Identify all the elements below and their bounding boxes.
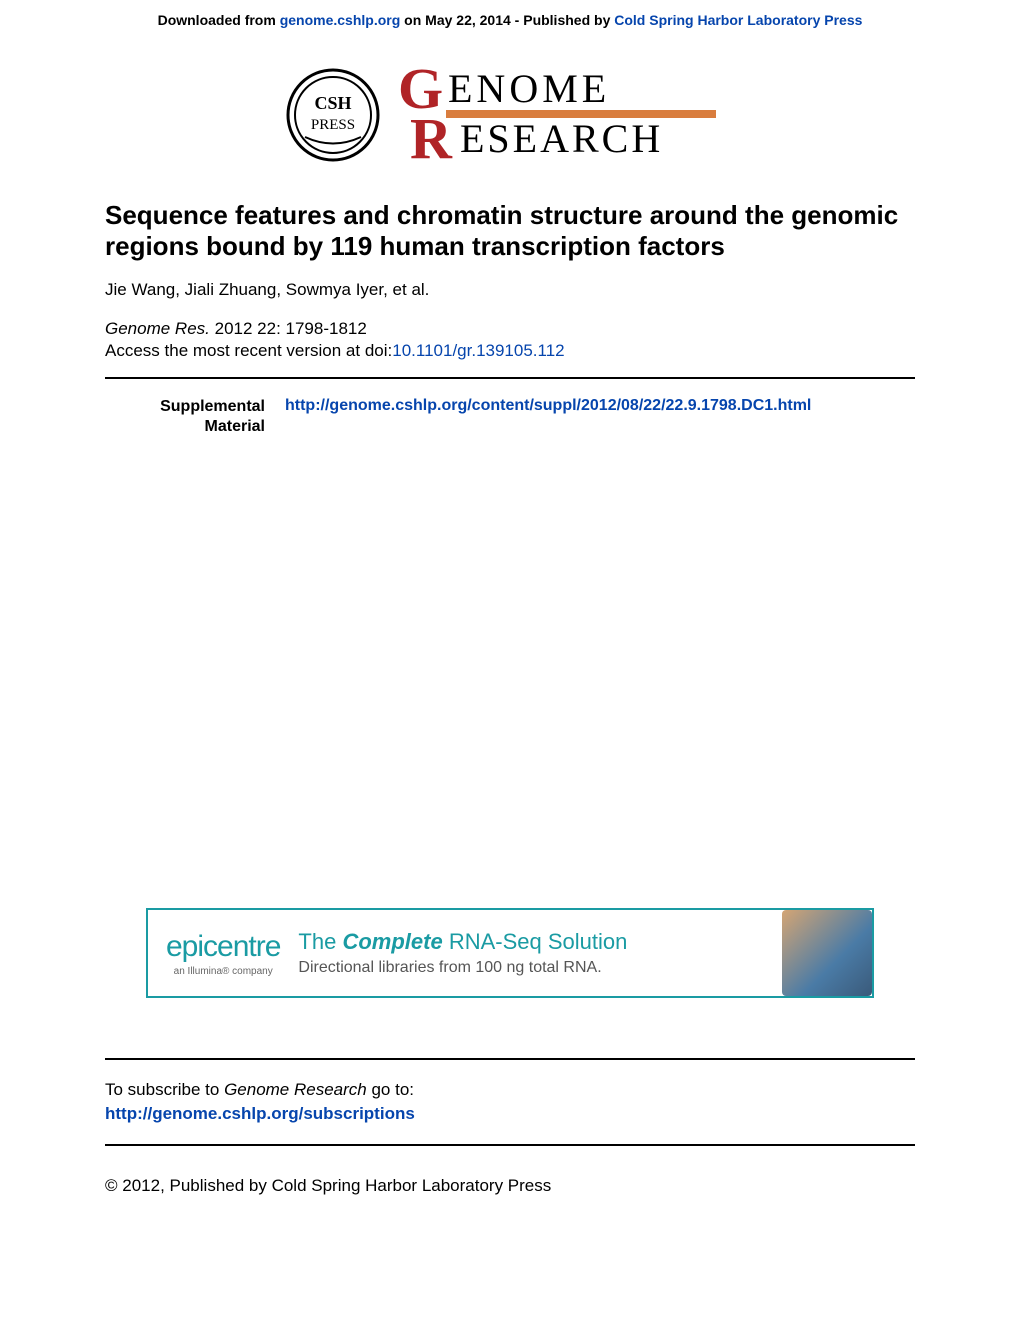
ad-subheadline: Directional libraries from 100 ng total … bbox=[298, 959, 782, 977]
article-authors: Jie Wang, Jiali Zhuang, Sowmya Iyer, et … bbox=[105, 280, 915, 300]
ad-person-image bbox=[782, 910, 872, 996]
svg-text:ENOME: ENOME bbox=[448, 66, 610, 111]
ad-headline: The Complete RNA-Seq Solution bbox=[298, 929, 782, 955]
doi-link[interactable]: 10.1101/gr.139105.112 bbox=[392, 341, 564, 360]
subscribe-prefix: To subscribe to bbox=[105, 1080, 224, 1099]
ad-copy: The Complete RNA-Seq Solution Directiona… bbox=[298, 929, 782, 977]
site-link[interactable]: genome.cshlp.org bbox=[280, 12, 401, 28]
access-prefix: Access the most recent version at doi: bbox=[105, 341, 392, 360]
svg-text:CSH: CSH bbox=[314, 93, 351, 113]
supplemental-row: Supplemental Material http://genome.cshl… bbox=[105, 397, 915, 439]
supplemental-label: Supplemental Material bbox=[105, 397, 265, 439]
svg-text:PRESS: PRESS bbox=[310, 117, 354, 133]
svg-text:R: R bbox=[410, 106, 453, 170]
download-header: Downloaded from genome.cshlp.org on May … bbox=[0, 0, 1020, 40]
divider bbox=[105, 1058, 915, 1060]
header-prefix: Downloaded from bbox=[158, 12, 280, 28]
header-middle: on May 22, 2014 - Published by bbox=[400, 12, 614, 28]
publisher-link[interactable]: Cold Spring Harbor Laboratory Press bbox=[614, 12, 862, 28]
ad-logo: epicentre an Illumina® company bbox=[148, 930, 298, 977]
subscribe-link[interactable]: http://genome.cshlp.org/subscriptions bbox=[105, 1104, 415, 1123]
ad-banner[interactable]: epicentre an Illumina® company The Compl… bbox=[146, 908, 874, 998]
ad-logo-sub: an Illumina® company bbox=[166, 966, 280, 977]
journal-name: Genome Res. bbox=[105, 319, 210, 338]
svg-text:ESEARCH: ESEARCH bbox=[460, 116, 663, 161]
ad-logo-text: epicentre bbox=[166, 930, 280, 964]
divider bbox=[105, 1144, 915, 1146]
logo-area: CSH PRESS G ENOME R ESEARCH bbox=[0, 40, 1020, 200]
subscribe-block: To subscribe to Genome Research go to: h… bbox=[105, 1078, 915, 1126]
csh-press-seal-icon: CSH PRESS bbox=[283, 65, 383, 165]
article-title: Sequence features and chromatin structur… bbox=[105, 200, 915, 262]
genome-research-logo-icon: G ENOME R ESEARCH bbox=[398, 60, 738, 170]
divider bbox=[105, 377, 915, 379]
cite-info: 2012 22: 1798-1812 bbox=[210, 319, 367, 338]
copyright: © 2012, Published by Cold Spring Harbor … bbox=[105, 1176, 915, 1196]
subscribe-suffix: go to: bbox=[367, 1080, 414, 1099]
citation-block: Genome Res. 2012 22: 1798-1812 Access th… bbox=[105, 318, 915, 362]
supplemental-link[interactable]: http://genome.cshlp.org/content/suppl/20… bbox=[285, 397, 811, 414]
subscribe-journal: Genome Research bbox=[224, 1080, 367, 1099]
